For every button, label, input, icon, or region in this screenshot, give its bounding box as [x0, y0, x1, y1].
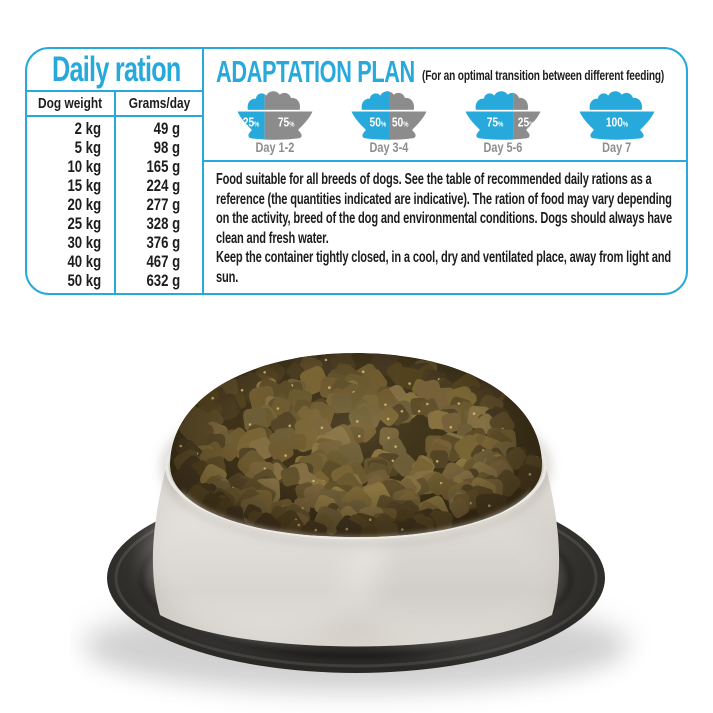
kibble-bowl-photo	[70, 343, 650, 713]
dog-weight-cell: 5 kg	[74, 139, 101, 157]
grams-per-day-cell: 632 g	[146, 272, 180, 290]
grams-per-day-header: Grams/day	[116, 92, 202, 117]
dog-weight-cell: 15 kg	[67, 177, 101, 195]
daily-ration-table: Dog weight 2 kg 5 kg 10 kg 15 kg 20 kg 25 kg 3…	[27, 92, 202, 293]
adaptation-plan-title: ADAPTATION PLAN	[216, 54, 415, 89]
daily-ration-title-text: Daily ration	[52, 50, 181, 89]
grams-per-day-column: Grams/day 49 g 98 g 165 g 224 g 277 g 328 g 37…	[114, 92, 202, 293]
dog-weight-cell: 20 kg	[67, 196, 101, 214]
transition-bowl: 100% Day 7	[560, 90, 674, 154]
grams-per-day-cell: 277 g	[146, 196, 180, 214]
grams-per-day-cell: 376 g	[146, 234, 180, 252]
feeding-info-panel: Daily ration Dog weight 2 kg 5 kg 10 kg 15 …	[25, 47, 688, 295]
feeding-notes-text: Food suitable for all breeds of dogs. Se…	[216, 170, 681, 288]
dog-weight-cell: 2 kg	[74, 120, 101, 138]
dog-weight-header-text: Dog weight	[38, 96, 103, 112]
svg-text:100%: 100%	[606, 116, 628, 130]
grams-per-day-cell: 467 g	[146, 253, 180, 271]
transition-bowls-row: 25% 75% Day 1-2 50% 50% Day 3-4 75% 25% Day 5-…	[214, 90, 678, 154]
bowl-day-label: Day 7	[602, 139, 632, 155]
transition-bowl: 75% 25% Day 5-6	[446, 90, 560, 154]
dog-weight-header: Dog weight	[27, 92, 114, 117]
dog-weight-cell: 10 kg	[67, 158, 101, 176]
transition-bowl: 50% 50% Day 3-4	[332, 90, 446, 154]
transition-bowl: 25% 75% Day 1-2	[218, 90, 332, 154]
bowl-icon: 75% 25%	[463, 91, 543, 140]
daily-ration-title: Daily ration	[27, 49, 202, 92]
bowl-icon: 100%	[577, 91, 657, 140]
feeding-notes: Food suitable for all breeds of dogs. Se…	[204, 162, 686, 293]
dog-weight-cell: 25 kg	[67, 215, 101, 233]
dog-weight-column: Dog weight 2 kg 5 kg 10 kg 15 kg 20 kg 25 kg 3…	[27, 92, 114, 293]
adaptation-plan-header: ADAPTATION PLAN (For an optimal transiti…	[214, 54, 678, 89]
bowl-icon: 50% 50%	[349, 91, 429, 140]
bowl-day-label: Day 3-4	[369, 139, 409, 155]
kibble-bowl-photo-svg	[76, 353, 636, 696]
grams-per-day-cell: 224 g	[146, 177, 180, 195]
grams-per-day-values: 49 g 98 g 165 g 224 g 277 g 328 g 376 g 467 g 63…	[116, 117, 202, 295]
grams-per-day-cell: 49 g	[153, 120, 180, 138]
storage-note-paragraph: Keep the container tightly closed, in a …	[216, 249, 672, 286]
bowl-day-label: Day 1-2	[255, 139, 295, 155]
adaptation-plan-header-area: ADAPTATION PLAN (For an optimal transiti…	[204, 49, 686, 162]
dog-weight-cell: 40 kg	[67, 253, 101, 271]
grams-per-day-cell: 98 g	[153, 139, 180, 157]
grams-per-day-header-text: Grams/day	[128, 96, 190, 112]
bowl-day-label: Day 5-6	[483, 139, 523, 155]
dog-weight-cell: 50 kg	[67, 272, 101, 290]
dog-weight-cell: 30 kg	[67, 234, 101, 252]
bowl-icon: 25% 75%	[235, 91, 315, 140]
adaptation-plan-subtitle: (For an optimal transition between diffe…	[422, 67, 665, 83]
kibble-mound	[170, 353, 542, 537]
feeding-note-paragraph: Food suitable for all breeds of dogs. Se…	[216, 171, 672, 247]
grams-per-day-cell: 328 g	[146, 215, 180, 233]
adaptation-plan-section: ADAPTATION PLAN (For an optimal transiti…	[204, 49, 686, 293]
grams-per-day-cell: 165 g	[146, 158, 180, 176]
daily-ration-section: Daily ration Dog weight 2 kg 5 kg 10 kg 15 …	[27, 49, 204, 293]
dog-weight-values: 2 kg 5 kg 10 kg 15 kg 20 kg 25 kg 30 kg 40 kg 50…	[27, 117, 114, 295]
